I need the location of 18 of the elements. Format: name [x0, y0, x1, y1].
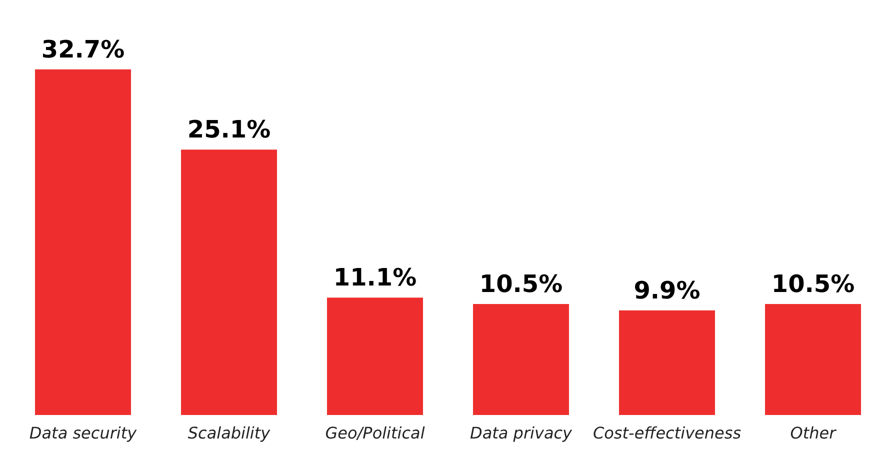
data-label: 11.1% [333, 264, 417, 292]
data-label: 25.1% [187, 116, 271, 144]
data-label: 9.9% [634, 276, 700, 304]
bar [327, 298, 423, 415]
bar [765, 304, 861, 415]
x-tick-label: Other [790, 424, 838, 442]
x-tick-label: Data privacy [470, 424, 573, 442]
bar [181, 150, 277, 415]
bar [35, 69, 131, 415]
x-tick-label: Cost-effectiveness [592, 424, 742, 442]
bar [473, 304, 569, 415]
x-tick-label: Data security [29, 424, 138, 442]
data-label: 10.5% [771, 270, 855, 298]
bar [619, 310, 715, 415]
data-label: 32.7% [41, 35, 125, 64]
x-tick-label: Geo/Political [325, 424, 426, 442]
x-tick-label: Scalability [188, 424, 271, 442]
data-label: 10.5% [479, 270, 563, 298]
